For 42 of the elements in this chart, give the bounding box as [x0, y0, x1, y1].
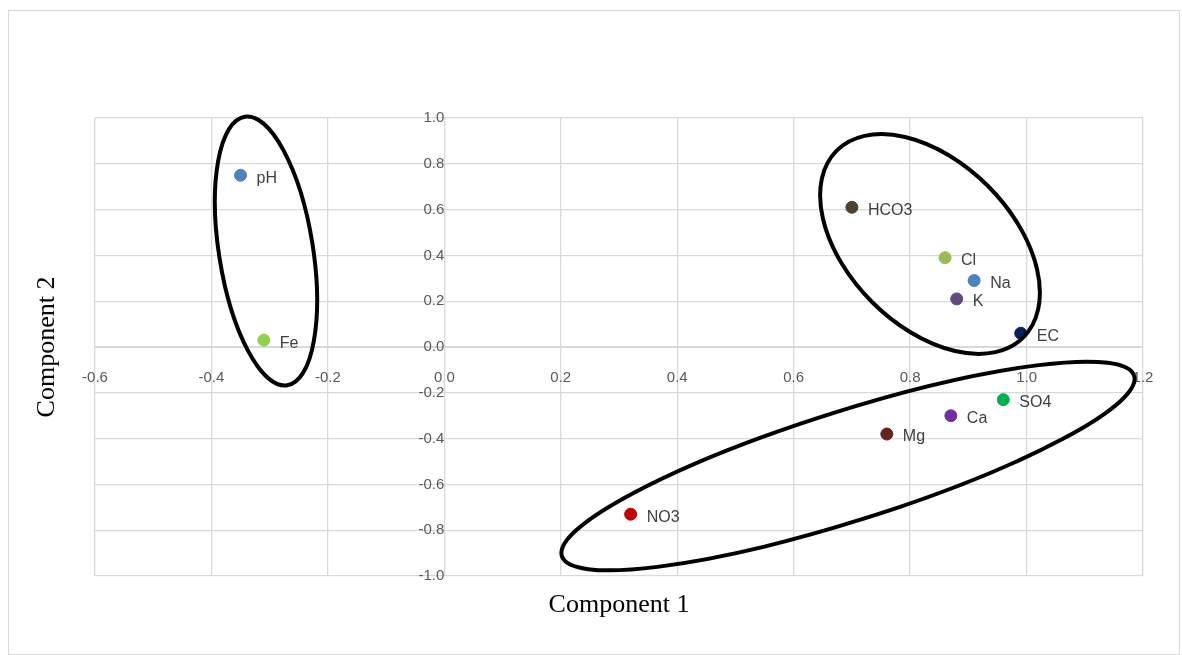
x-tick-label: -0.6	[82, 368, 108, 386]
y-tick-label: 0.4	[423, 245, 445, 263]
x-axis-title: Component 1	[548, 588, 690, 618]
y-tick-label: -0.8	[418, 520, 445, 538]
x-tick-label: 0.4	[666, 368, 688, 386]
x-tick-label: -0.2	[314, 368, 341, 386]
x-tick-label: 1.0	[1016, 368, 1037, 386]
y-tick-label: 0.2	[423, 291, 445, 309]
series-label: pH	[256, 168, 278, 186]
point	[845, 200, 859, 214]
y-tick-label: -0.6	[418, 474, 445, 492]
point	[624, 507, 638, 521]
point	[938, 251, 952, 265]
series-label: NO3	[646, 507, 680, 525]
series-label: Fe	[279, 333, 299, 351]
x-tick-label: 0.2	[550, 368, 572, 386]
y-tick-label: -0.4	[418, 428, 445, 446]
point	[950, 292, 964, 306]
point	[234, 168, 248, 182]
point	[944, 409, 958, 423]
series-label: Ca	[966, 409, 988, 427]
x-tick-label: 0.8	[899, 368, 921, 386]
series-label: SO4	[1019, 393, 1052, 411]
point	[967, 274, 981, 288]
series-label: Na	[990, 274, 1011, 291]
series-label: Cl	[961, 251, 977, 269]
y-tick-label: 0.8	[423, 153, 445, 171]
series-label: Mg	[902, 427, 926, 445]
y-tick-label: -1.0	[418, 566, 445, 584]
y-tick-label: 0.0	[423, 337, 445, 355]
point	[880, 427, 894, 441]
point	[257, 333, 271, 347]
y-tick-label: 0.6	[423, 199, 445, 217]
point	[996, 393, 1010, 407]
series-label: EC	[1036, 326, 1059, 344]
x-tick-label: 0.6	[783, 368, 805, 386]
y-axis-title: Component 2	[30, 276, 60, 418]
series-label: HCO3	[867, 200, 913, 218]
x-tick-label: -0.4	[198, 368, 225, 386]
y-tick-label: 1.0	[423, 108, 445, 126]
series-label: K	[972, 292, 984, 310]
y-tick-label: -0.2	[418, 382, 445, 400]
